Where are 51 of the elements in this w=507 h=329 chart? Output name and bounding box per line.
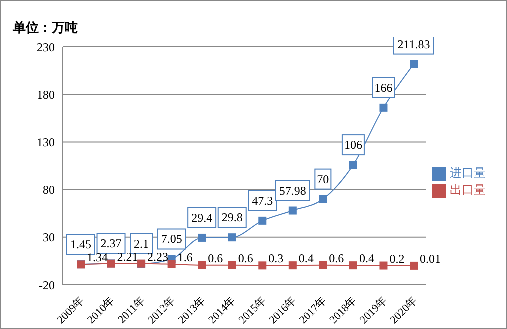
data-label: 211.83 xyxy=(398,37,430,52)
point xyxy=(410,60,418,68)
data-label: 0.6 xyxy=(238,251,254,266)
data-label: 106 xyxy=(344,138,362,152)
data-label: 1.6 xyxy=(178,250,193,264)
data-label: 7.05 xyxy=(161,232,182,246)
point xyxy=(288,206,297,215)
point xyxy=(410,262,418,270)
point xyxy=(319,261,328,270)
point xyxy=(380,262,388,270)
data-label: 47.3 xyxy=(252,194,274,208)
point xyxy=(228,261,236,270)
data-label: 2.37 xyxy=(100,236,122,251)
point xyxy=(258,262,267,270)
legend-label: 进口量 xyxy=(450,166,486,180)
y-tick-label: 80 xyxy=(43,183,55,198)
point xyxy=(168,260,176,268)
data-label: 57.98 xyxy=(279,184,306,198)
data-label: 29.4 xyxy=(192,210,213,225)
data-label: 0.4 xyxy=(298,252,314,266)
point xyxy=(228,234,236,242)
data-label: 0.6 xyxy=(329,251,344,266)
point xyxy=(198,234,206,242)
legend-label: 出口量 xyxy=(450,183,486,197)
point xyxy=(380,104,388,112)
data-label: 0.2 xyxy=(390,252,405,266)
y-tick-label: 130 xyxy=(37,135,55,150)
point xyxy=(349,262,358,270)
data-label: 0.6 xyxy=(208,251,224,266)
point xyxy=(198,261,206,270)
point xyxy=(319,195,328,204)
data-label: 2.23 xyxy=(148,250,169,264)
y-tick-label: 30 xyxy=(43,230,55,245)
point xyxy=(349,161,358,170)
y-axis-title: 单位：万吨 xyxy=(13,20,78,37)
data-label: 166 xyxy=(374,80,393,95)
data-label: 1.34 xyxy=(87,250,108,265)
y-tick-label: 180 xyxy=(37,88,55,102)
data-label: 0.01 xyxy=(420,252,441,266)
point xyxy=(288,262,297,270)
data-label: 0.4 xyxy=(359,252,374,266)
data-label: 0.3 xyxy=(268,252,284,266)
data-label: 29.8 xyxy=(222,210,243,225)
y-tick-label: 230 xyxy=(37,40,55,54)
data-label: 2.1 xyxy=(134,236,150,251)
data-label: 70 xyxy=(317,172,330,186)
y-tick-label: -20 xyxy=(39,278,55,292)
point xyxy=(258,216,267,225)
data-label: 1.45 xyxy=(70,238,92,252)
x-tick-label: 2011年 xyxy=(116,294,148,326)
data-label: 2.21 xyxy=(117,250,138,264)
